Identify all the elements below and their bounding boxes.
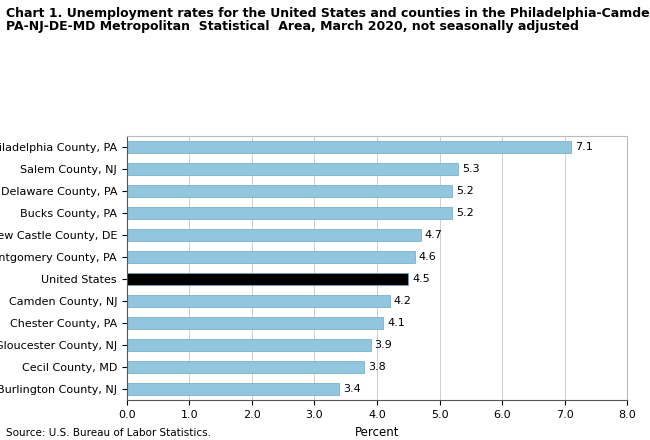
Text: 7.1: 7.1 bbox=[575, 143, 592, 152]
X-axis label: Percent: Percent bbox=[355, 425, 399, 439]
Text: 3.9: 3.9 bbox=[374, 341, 392, 350]
Text: 5.3: 5.3 bbox=[462, 165, 480, 174]
Text: Chart 1. Unemployment rates for the United States and counties in the Philadelph: Chart 1. Unemployment rates for the Unit… bbox=[6, 7, 650, 20]
Text: 3.8: 3.8 bbox=[369, 363, 386, 372]
Bar bbox=[127, 339, 370, 352]
Bar bbox=[127, 295, 389, 308]
Bar bbox=[127, 251, 415, 264]
Bar bbox=[127, 273, 408, 286]
Bar bbox=[127, 383, 339, 396]
Text: 4.2: 4.2 bbox=[393, 297, 411, 306]
Bar bbox=[127, 317, 384, 330]
Text: Source: U.S. Bureau of Labor Statistics.: Source: U.S. Bureau of Labor Statistics. bbox=[6, 428, 211, 438]
Bar bbox=[127, 207, 452, 220]
Text: 4.5: 4.5 bbox=[412, 275, 430, 284]
Bar bbox=[127, 185, 452, 198]
Bar bbox=[127, 361, 365, 374]
Bar bbox=[127, 229, 421, 242]
Text: 4.7: 4.7 bbox=[424, 231, 443, 240]
Text: 5.2: 5.2 bbox=[456, 209, 474, 218]
Bar bbox=[127, 141, 571, 154]
Bar bbox=[127, 163, 458, 176]
Text: 5.2: 5.2 bbox=[456, 187, 474, 196]
Text: 3.4: 3.4 bbox=[343, 385, 361, 394]
Text: 4.1: 4.1 bbox=[387, 319, 405, 328]
Text: 4.6: 4.6 bbox=[419, 253, 436, 262]
Text: PA-NJ-DE-MD Metropolitan  Statistical  Area, March 2020, not seasonally adjusted: PA-NJ-DE-MD Metropolitan Statistical Are… bbox=[6, 20, 579, 33]
